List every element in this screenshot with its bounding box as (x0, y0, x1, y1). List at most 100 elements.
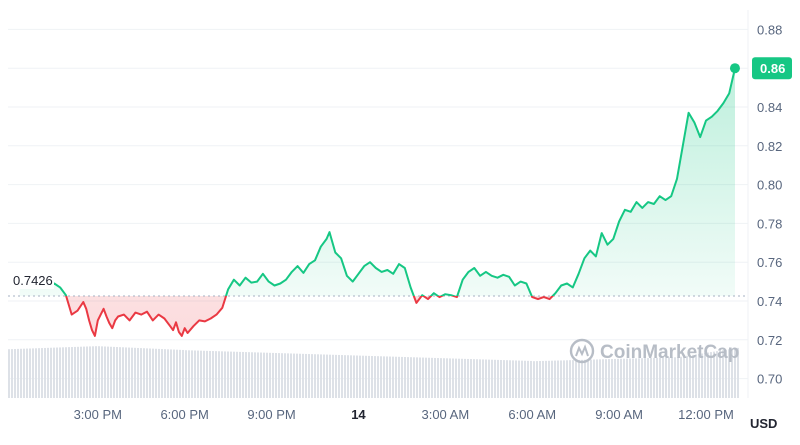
volume-bar (206, 350, 208, 398)
price-area (19, 68, 735, 336)
volume-bar (446, 358, 448, 398)
volume-bar (545, 360, 547, 398)
volume-bar (221, 351, 223, 398)
volume-bar (326, 354, 328, 398)
volume-bar (176, 349, 178, 398)
volume-bar (485, 359, 487, 398)
volume-bar (398, 356, 400, 398)
volume-bar (113, 346, 115, 398)
volume-bar (188, 350, 190, 398)
volume-bar (224, 351, 226, 398)
price-line (19, 67, 736, 337)
volume-bar (593, 359, 595, 398)
volume-bar (137, 347, 139, 398)
volume-bar (275, 353, 277, 398)
volume-bar (314, 354, 316, 398)
volume-bar (638, 358, 640, 398)
volume-bar (377, 356, 379, 398)
x-axis: 3:00 PM 6:00 PM 9:00 PM 14 3:00 AM 6:00 AM 9:0… (74, 407, 734, 422)
volume-bar (362, 355, 364, 398)
volume-bar (251, 352, 253, 398)
volume-bar (668, 357, 670, 398)
volume-bar (143, 348, 145, 398)
x-tick-label: 9:00 PM (247, 407, 295, 422)
volume-bar (269, 352, 271, 398)
volume-bar (281, 353, 283, 398)
volume-bar (335, 354, 337, 398)
volume-bar (392, 356, 394, 398)
volume-bar (293, 353, 295, 398)
volume-bar (635, 358, 637, 398)
x-tick-label: 3:00 PM (74, 407, 122, 422)
volume-bar (572, 360, 574, 398)
volume-bar (680, 356, 682, 398)
x-tick-label: 3:00 AM (421, 407, 469, 422)
volume-bar (674, 357, 676, 398)
volume-bar (212, 351, 214, 398)
volume-bar (407, 357, 409, 398)
volume-bar (149, 348, 151, 398)
volume-bar (623, 358, 625, 398)
volume-bar (497, 359, 499, 398)
volume-bar (134, 347, 136, 398)
volume-bar (554, 360, 556, 398)
volume-bar (38, 348, 40, 398)
volume-bar (200, 350, 202, 398)
volume-bar (239, 351, 241, 398)
volume-bar (380, 356, 382, 398)
volume-bar (626, 358, 628, 398)
volume-bar (230, 351, 232, 398)
volume-bar (365, 355, 367, 398)
volume-bar (557, 360, 559, 398)
volume-bar (605, 359, 607, 398)
volume-bar (494, 359, 496, 398)
current-price-dot (729, 63, 740, 74)
volume-bar (62, 347, 64, 398)
volume-bar (299, 353, 301, 398)
volume-bar (218, 351, 220, 398)
volume-bar (302, 353, 304, 398)
volume-bar (644, 358, 646, 398)
watermark: CoinMarketCap (569, 338, 739, 364)
volume-bar (98, 346, 100, 398)
volume-bar (353, 355, 355, 398)
volume-bar (479, 359, 481, 398)
volume-bar (41, 348, 43, 398)
volume-bar (509, 360, 511, 398)
volume-bar (428, 357, 430, 398)
volume-bar (551, 360, 553, 398)
volume-bar (29, 348, 31, 398)
volume-bar (311, 354, 313, 398)
y-tick-label: 0.82 (757, 139, 782, 154)
volume-bar (425, 357, 427, 398)
volume-bar (587, 359, 589, 398)
volume-bar (341, 355, 343, 398)
volume-bar (368, 355, 370, 398)
volume-bar (455, 358, 457, 398)
volume-bar (659, 357, 661, 398)
volume-bar (707, 352, 709, 398)
volume-bar (401, 356, 403, 398)
volume-bar (320, 354, 322, 398)
volume-bar (155, 348, 157, 398)
volume-bar (8, 349, 10, 398)
volume-bar (47, 347, 49, 398)
volume-bar (140, 348, 142, 398)
volume-bar (617, 358, 619, 398)
volume-bar (650, 357, 652, 398)
volume-bar (68, 347, 70, 398)
volume-bar (701, 353, 703, 398)
volume-bar (107, 346, 109, 398)
volume-bar (596, 359, 598, 398)
volume-bar (590, 359, 592, 398)
volume-bar (23, 348, 25, 398)
volume-bar (92, 346, 94, 398)
volume-bar (191, 350, 193, 398)
y-tick-label: 0.80 (757, 178, 782, 193)
volume-bar (323, 354, 325, 398)
volume-bar (515, 360, 517, 398)
volume-bar (458, 358, 460, 398)
volume-bar (611, 359, 613, 398)
